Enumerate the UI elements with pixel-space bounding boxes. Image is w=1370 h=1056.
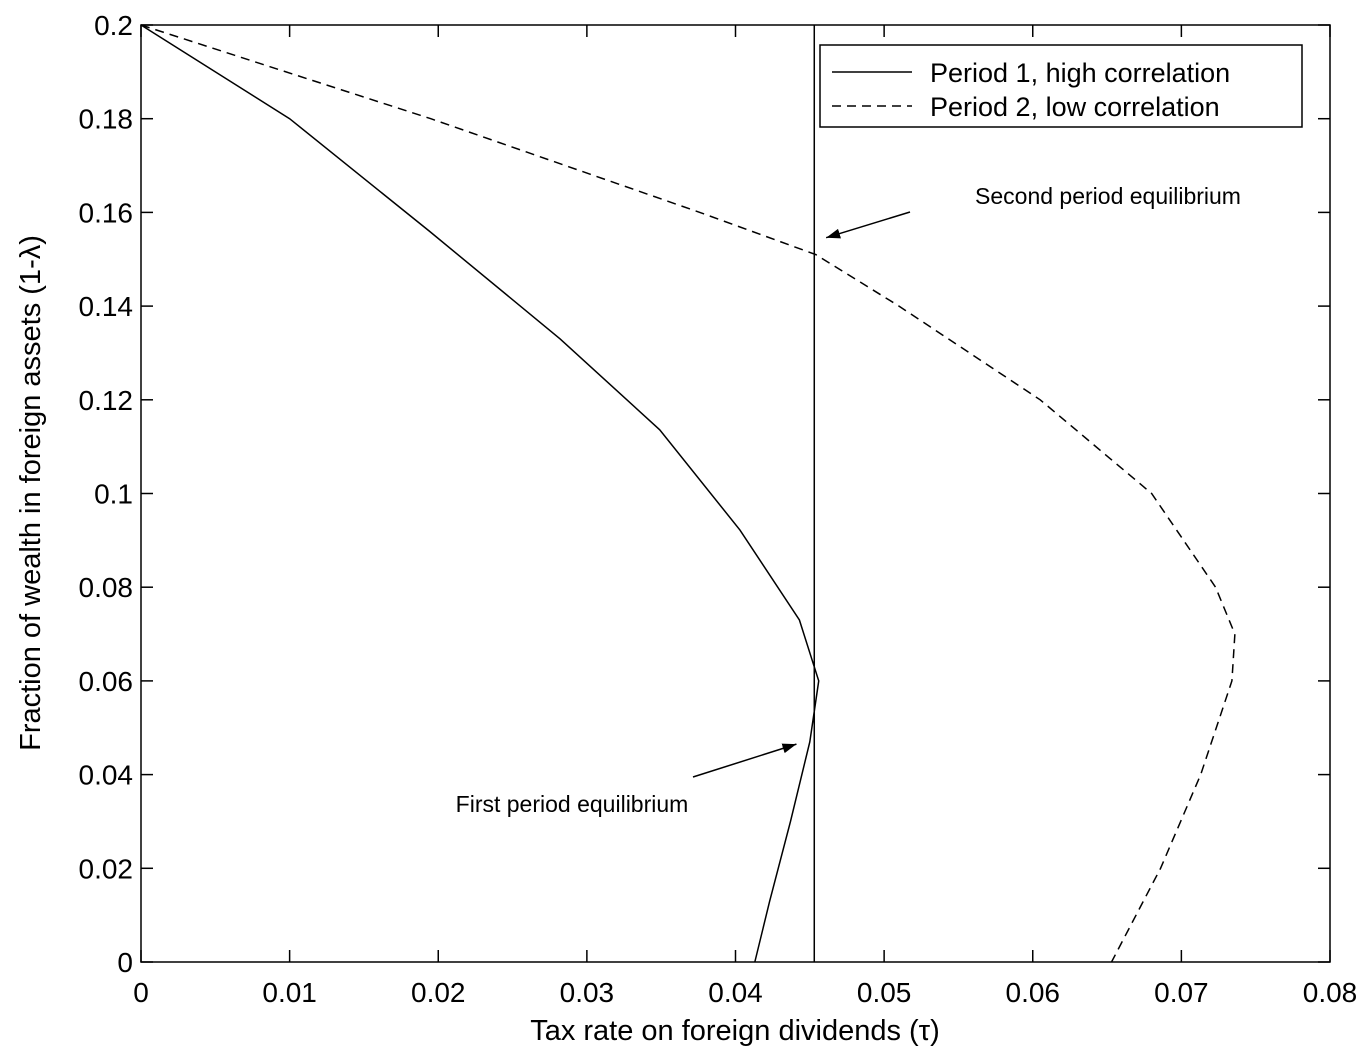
- x-tick-label: 0.05: [857, 977, 912, 1008]
- legend-label: Period 1, high correlation: [930, 58, 1230, 88]
- x-tick-label: 0.02: [411, 977, 466, 1008]
- annotation-text: First period equilibrium: [456, 791, 689, 817]
- y-tick-label: 0.02: [79, 853, 134, 884]
- x-tick-label: 0.06: [1006, 977, 1061, 1008]
- y-tick-label: 0.2: [94, 10, 133, 41]
- series-line: [140, 24, 1236, 963]
- y-tick-label: 0.1: [94, 479, 133, 510]
- y-tick-label: 0.14: [79, 291, 134, 322]
- y-tick-label: 0.12: [79, 385, 134, 416]
- y-tick-label: 0.18: [79, 104, 134, 135]
- y-tick-label: 0.06: [79, 666, 134, 697]
- x-tick-label: 0.01: [262, 977, 317, 1008]
- legend-label: Period 2, low correlation: [930, 92, 1220, 122]
- y-tick-label: 0.04: [79, 760, 134, 791]
- series-line: [140, 24, 820, 963]
- y-tick-label: 0.16: [79, 197, 134, 228]
- x-tick-label: 0.07: [1154, 977, 1209, 1008]
- x-axis-label: Tax rate on foreign dividends (τ): [530, 1015, 940, 1047]
- x-tick-label: 0: [133, 977, 149, 1008]
- y-tick-label: 0: [117, 947, 133, 978]
- annotation-arrow: [692, 743, 797, 778]
- annotation-text: Second period equilibrium: [975, 183, 1241, 209]
- y-tick-label: 0.08: [79, 572, 134, 603]
- x-tick-label: 0.08: [1303, 977, 1358, 1008]
- x-tick-label: 0.03: [560, 977, 615, 1008]
- x-tick-label: 0.04: [708, 977, 763, 1008]
- y-axis-label: Fraction of wealth in foreign assets (1-…: [15, 235, 47, 751]
- legend-box: [819, 44, 1303, 128]
- annotation-arrow: [825, 211, 911, 239]
